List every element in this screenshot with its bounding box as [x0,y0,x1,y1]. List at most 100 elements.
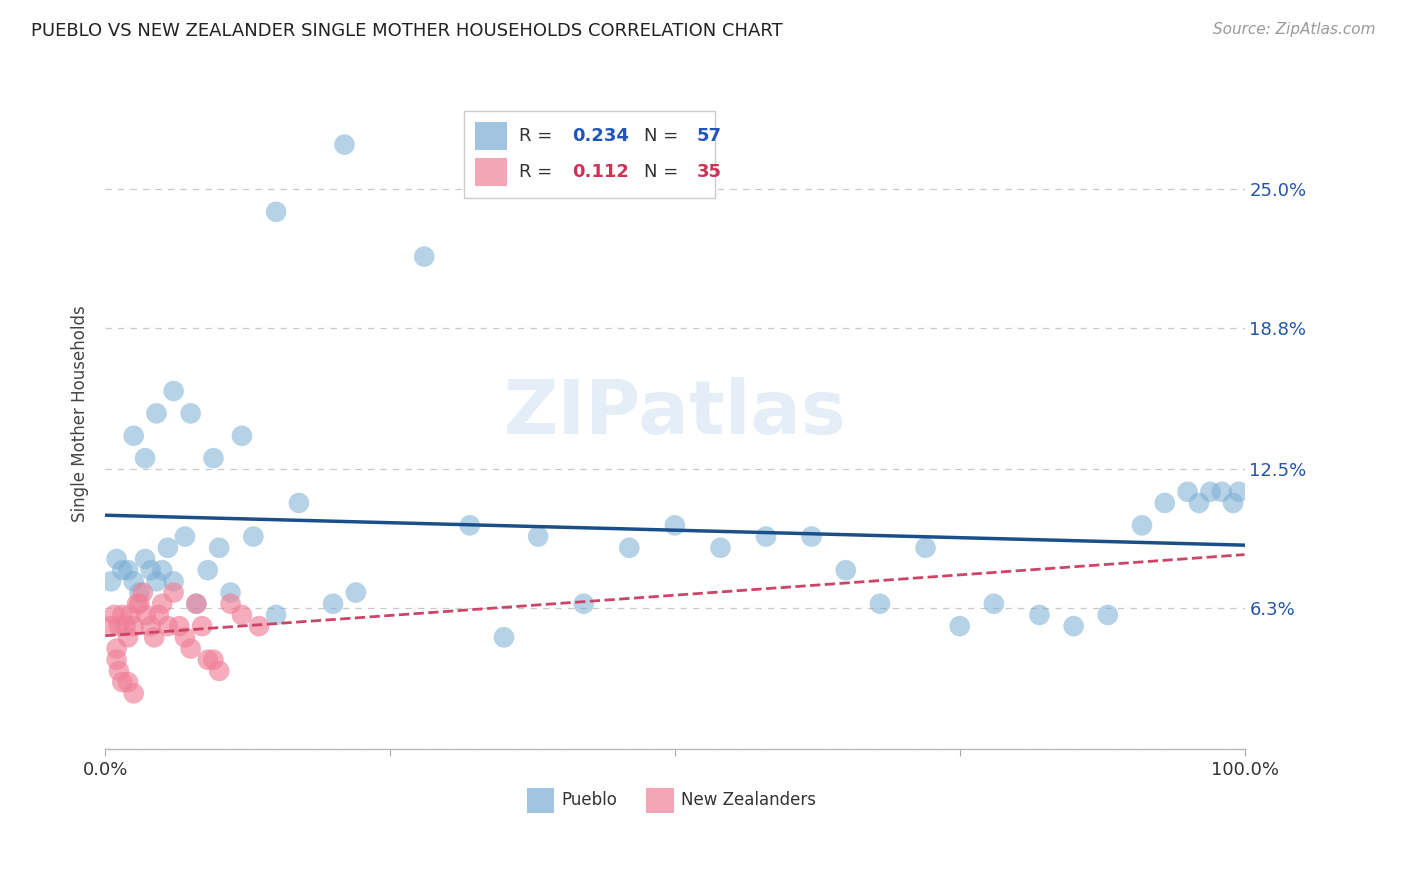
Point [208,664,231,678]
Point [202,653,225,667]
Point [105,641,128,656]
Point [117,675,139,690]
Point [145,406,167,420]
Text: 35: 35 [696,163,721,181]
Point [162,384,184,398]
Point [139,619,162,633]
Point [1153,496,1175,510]
Point [114,619,136,633]
Point [572,597,595,611]
Point [186,597,208,611]
Point [174,530,197,544]
FancyBboxPatch shape [527,788,554,814]
Point [288,496,311,510]
Point [344,585,367,599]
Point [242,530,264,544]
Point [156,541,179,555]
Point [117,630,139,644]
Point [162,574,184,589]
Point [122,686,145,700]
Point [322,597,344,611]
Point [492,630,515,644]
Point [117,563,139,577]
Point [174,630,197,644]
Point [1063,619,1085,633]
Point [145,574,167,589]
Point [103,607,125,622]
FancyBboxPatch shape [464,111,714,198]
Point [247,619,270,633]
Point [105,552,128,566]
Point [108,619,131,633]
Point [869,597,891,611]
Point [1227,484,1250,499]
Point [148,607,170,622]
Point [134,552,156,566]
Point [1222,496,1244,510]
Point [143,630,166,644]
Point [800,530,823,544]
Point [150,563,173,577]
Text: R =: R = [519,163,564,181]
Point [169,619,191,633]
Point [156,619,179,633]
Text: 0.112: 0.112 [572,163,630,181]
Point [208,541,231,555]
Point [709,541,731,555]
Text: N =: N = [644,163,685,181]
FancyBboxPatch shape [647,788,673,814]
Y-axis label: Single Mother Households: Single Mother Households [72,305,89,522]
Point [835,563,858,577]
Point [162,585,184,599]
Point [219,585,242,599]
Point [122,619,145,633]
Point [122,429,145,443]
Point [413,250,436,264]
Point [111,563,134,577]
Point [132,585,155,599]
Point [1177,484,1199,499]
Point [755,530,778,544]
Point [197,563,219,577]
Point [105,653,128,667]
Point [108,664,131,678]
Point [127,597,149,611]
Point [134,451,156,466]
Point [1028,607,1050,622]
Text: PUEBLO VS NEW ZEALANDER SINGLE MOTHER HOUSEHOLDS CORRELATION CHART: PUEBLO VS NEW ZEALANDER SINGLE MOTHER HO… [31,22,783,40]
Point [664,518,686,533]
Point [458,518,481,533]
FancyBboxPatch shape [475,122,508,150]
Point [191,619,214,633]
Point [197,653,219,667]
Point [135,607,157,622]
Point [619,541,641,555]
Point [333,137,356,152]
Point [264,204,287,219]
Point [111,675,134,690]
Point [100,619,122,633]
Point [1130,518,1153,533]
Text: ZIPatlas: ZIPatlas [503,377,846,450]
Text: Source: ZipAtlas.com: Source: ZipAtlas.com [1212,22,1375,37]
Text: New Zealanders: New Zealanders [681,791,815,809]
Point [983,597,1005,611]
Point [122,574,145,589]
Point [264,607,287,622]
Text: 57: 57 [696,127,721,145]
Point [128,597,150,611]
FancyBboxPatch shape [475,158,508,186]
Point [914,541,936,555]
Point [949,619,972,633]
Text: Pueblo: Pueblo [561,791,617,809]
Point [1199,484,1222,499]
Point [150,597,173,611]
Point [219,597,242,611]
Point [231,429,253,443]
Point [120,607,142,622]
Point [111,607,134,622]
Point [1097,607,1119,622]
Point [100,574,122,589]
Point [231,607,253,622]
Point [180,406,202,420]
